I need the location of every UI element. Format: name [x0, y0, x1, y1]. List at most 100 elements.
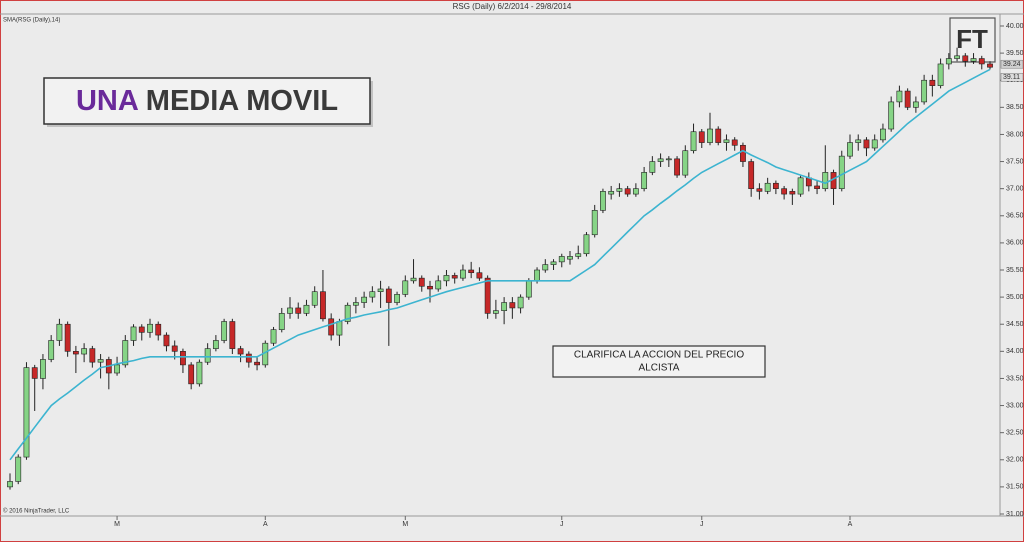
candle-body	[287, 307, 293, 314]
candle-body	[517, 296, 524, 309]
candle-body	[254, 361, 260, 366]
candle-body	[674, 158, 680, 176]
x-tick-label: M	[114, 521, 120, 528]
candle-body	[229, 321, 236, 349]
candle-body	[764, 182, 771, 192]
candle-body	[48, 340, 55, 360]
candle-body	[31, 367, 38, 379]
logo-box	[949, 17, 996, 63]
candle-body	[937, 63, 944, 86]
x-tick-label: M	[402, 521, 408, 528]
candle-body	[509, 302, 516, 309]
candle-body	[921, 79, 928, 103]
candle-body	[484, 277, 491, 314]
candle-body	[616, 188, 623, 192]
candle-body	[525, 280, 532, 298]
candle-body	[130, 326, 137, 341]
candle-body	[781, 188, 788, 195]
candle-body	[912, 101, 919, 108]
candle-body	[377, 288, 384, 292]
candle-body	[427, 285, 433, 290]
candle-body	[665, 158, 672, 161]
candle-body	[657, 158, 664, 162]
candle-body	[567, 256, 573, 260]
candle-body	[352, 302, 359, 306]
candle-body	[295, 307, 302, 314]
candle-body	[723, 139, 730, 143]
y-tick-label: 32.50	[1006, 430, 1024, 437]
plot-area: 31.00 31.50 32.00 32.50 33.00 33.50 34.00 34.50…	[7, 23, 1024, 528]
note-box	[552, 345, 766, 378]
candle-body	[600, 191, 606, 211]
candle-body	[204, 348, 211, 363]
logo: FT	[956, 24, 988, 54]
price-tag	[1000, 59, 1024, 69]
candle-body	[632, 188, 639, 195]
y-tick-label: 33.00	[1006, 402, 1024, 409]
y-tick-label: 38.00	[1006, 131, 1024, 138]
candle-body	[542, 264, 549, 271]
candle-body	[945, 58, 952, 65]
candle-body	[435, 280, 442, 290]
y-tick-label: 32.00	[1006, 457, 1024, 464]
candle-body	[789, 191, 796, 195]
x-tick-label: A	[848, 521, 853, 528]
x-tick-label: J	[700, 521, 704, 528]
candle-body	[320, 291, 326, 320]
candle-body	[418, 277, 425, 287]
headline-word: MEDIA MOVIL	[146, 85, 338, 117]
candle-body	[122, 340, 129, 366]
candle-body	[23, 367, 30, 458]
y-tick-label: 37.00	[1006, 186, 1024, 193]
candle-body	[237, 348, 244, 355]
y-tick-label: 35.50	[1006, 267, 1024, 274]
candle-body	[155, 323, 162, 336]
x-tick-label: J	[560, 521, 564, 528]
candle-body	[72, 351, 79, 355]
candle-body	[855, 139, 862, 143]
price-tag	[1000, 73, 1024, 82]
price-tag-label: 39.24	[1003, 61, 1021, 68]
candle-body	[15, 456, 22, 482]
candle-body	[114, 364, 120, 374]
candle-body	[410, 277, 417, 282]
candle-body	[501, 302, 508, 311]
candle-body	[772, 182, 779, 189]
candle-body	[880, 128, 886, 141]
candle-body	[847, 142, 853, 157]
candle-body	[954, 55, 960, 59]
y-tick-label: 39.50	[1006, 50, 1024, 57]
candle-body	[558, 256, 565, 263]
candle-body	[180, 351, 186, 366]
candle-body	[740, 144, 746, 162]
candle-body	[369, 291, 376, 298]
y-tick-label: 34.50	[1006, 321, 1024, 328]
candle-body	[451, 275, 458, 279]
candle-body	[904, 90, 911, 108]
candle-body	[534, 269, 540, 282]
candle-body	[715, 128, 722, 143]
y-tick-label: 33.50	[1006, 375, 1024, 382]
candle-body	[188, 364, 195, 385]
y-tick-label: 31.50	[1006, 484, 1024, 491]
candle-body	[814, 185, 820, 189]
candle-body	[270, 329, 277, 344]
candle-body	[147, 323, 153, 333]
candle-body	[888, 101, 895, 130]
y-tick-label: 38.50	[1006, 104, 1024, 111]
candle-body	[962, 55, 969, 62]
candle-body	[402, 280, 409, 295]
candle-body	[245, 353, 252, 363]
candle-body	[40, 359, 46, 379]
y-tick-label: 40.00	[1006, 23, 1024, 30]
indicator-label: SMA(RSG (Daily),14)	[3, 18, 60, 24]
candle-body	[460, 269, 466, 279]
candle-body	[328, 318, 335, 336]
x-tick-label: A	[263, 521, 268, 528]
candle-body	[970, 58, 977, 62]
candle-body	[591, 210, 598, 236]
candle-body	[171, 345, 178, 352]
candle-body	[163, 334, 170, 347]
candle-body	[361, 296, 368, 303]
